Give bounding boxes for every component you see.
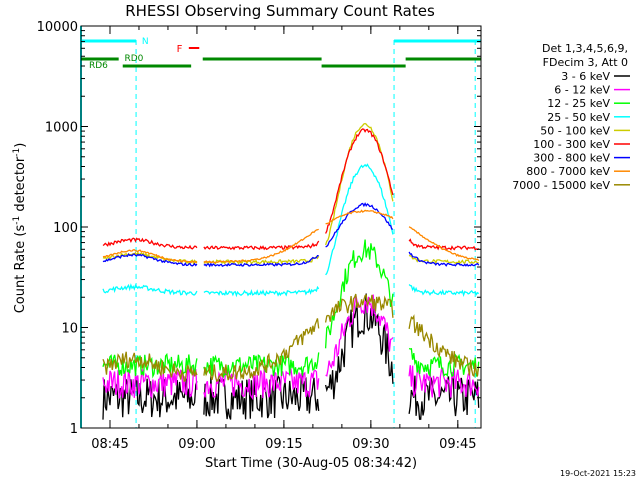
legend-header-line-2: FDecim 3, Att 0 [543,56,628,69]
legend-entry-label: 3 - 6 keV [561,70,610,83]
series-line-5 [102,128,480,251]
legend-entry-label: 12 - 25 keV [547,97,610,110]
legend-entry-label: 800 - 7000 keV [526,165,610,178]
y-tick-label: 10000 [37,20,78,35]
legend-entry-label: 100 - 300 keV [533,138,610,151]
y-axis: 1 10 100 1000 10000 [37,20,481,437]
x-tick-label: 09:45 [439,437,476,452]
series-line-3 [102,163,480,298]
night-label: N [142,37,149,47]
series-line-6 [102,202,480,268]
series-line-0 [102,293,480,420]
x-tick-label: 09:30 [352,437,389,452]
legend-header-line-1: Det 1,3,4,5,6,9, [542,42,628,55]
y-tick-label: 10 [61,322,78,337]
legend: Det 1,3,4,5,6,9, FDecim 3, Att 0 3 - 6 k… [512,42,630,192]
flare-label: F [177,44,183,55]
y-tick-label: 100 [53,221,78,236]
x-tick-label: 09:15 [265,437,302,452]
legend-entry-label: 50 - 100 keV [540,124,610,137]
x-axis-label: Start Time (30-Aug-05 08:34:42) [205,456,417,471]
series-line-7 [102,209,480,264]
series-line-4 [102,122,479,266]
x-tick-label: 08:45 [91,437,128,452]
generation-timestamp: 19-Oct-2021 15:23 [560,469,636,478]
y-tick-label: 1 [70,422,78,437]
rd6-label: RD6 [89,61,108,71]
legend-entry-label: 7000 - 15000 keV [512,179,610,192]
legend-entry-label: 300 - 800 keV [533,152,610,165]
series-line-8 [102,293,480,383]
legend-entry-label: 6 - 12 keV [554,84,610,97]
series-lines [102,122,480,420]
series-line-1 [102,294,480,401]
chart-title: RHESSI Observing Summary Count Rates [125,2,435,20]
legend-entry-label: 25 - 50 keV [547,111,610,124]
x-axis: 08:45 09:00 09:15 09:30 09:45 [80,26,477,452]
x-tick-label: 09:00 [178,437,215,452]
rd0-label: RD0 [124,54,143,64]
y-tick-label: 1000 [45,121,78,136]
y-axis-label: Count Rate (s-1 detector-1) [12,143,28,314]
